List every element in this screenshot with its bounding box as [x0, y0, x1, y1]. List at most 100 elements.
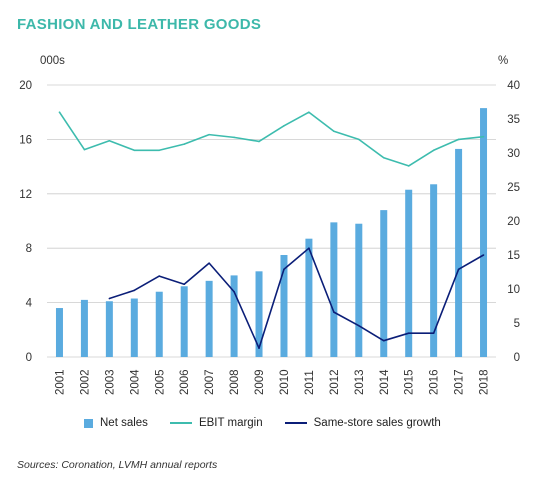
- point-same-store-sales-growth: [133, 289, 136, 292]
- bar-net-sales: [55, 308, 63, 357]
- point-ebit-margin: [133, 149, 136, 152]
- point-same-store-sales-growth: [208, 262, 210, 264]
- point-same-store-sales-growth: [482, 254, 485, 256]
- x-tick-label: 2002: [79, 369, 91, 395]
- line-same-store-sales-growth: [109, 247, 484, 349]
- legend-item-net-sales: Net sales: [84, 417, 148, 429]
- point-same-store-sales-growth: [108, 297, 111, 300]
- y-left-tick-label: 12: [19, 189, 32, 201]
- point-ebit-margin: [283, 125, 285, 127]
- y-right-tick-label: 15: [507, 250, 520, 262]
- y-right-tick-label: 40: [507, 80, 520, 92]
- x-tick-label: 2012: [329, 369, 341, 395]
- legend-swatch-net-sales: [84, 418, 93, 428]
- legend-item-ebit-margin: EBIT margin: [169, 417, 263, 429]
- point-ebit-margin: [308, 111, 310, 113]
- point-same-store-sales-growth: [258, 347, 260, 349]
- bar-net-sales: [280, 255, 288, 357]
- bar-net-sales: [305, 238, 313, 357]
- legend-label-ebit-margin: EBIT margin: [198, 417, 263, 429]
- point-same-store-sales-growth: [283, 268, 285, 271]
- x-tick-label: 2005: [154, 369, 166, 395]
- point-same-store-sales-growth: [432, 332, 435, 335]
- x-tick-label: 2007: [204, 369, 216, 395]
- bar-net-sales: [255, 271, 263, 357]
- legend-swatch-same-store-sales-growth: [284, 422, 307, 424]
- y-left-tick-label: 16: [19, 134, 32, 146]
- point-ebit-margin: [407, 165, 410, 167]
- point-ebit-margin: [382, 156, 385, 159]
- y-left-axis-label: 000s: [40, 55, 65, 67]
- point-same-store-sales-growth: [457, 268, 460, 271]
- y-right-tick-label: 25: [507, 182, 520, 194]
- line-ebit-margin: [58, 111, 484, 167]
- bar-net-sales: [455, 148, 463, 357]
- point-same-store-sales-growth: [382, 339, 385, 342]
- y-right-axis-label: %: [498, 55, 508, 67]
- bar-net-sales: [355, 223, 363, 357]
- bar-net-sales: [105, 301, 113, 357]
- point-ebit-margin: [358, 138, 360, 141]
- x-tick-label: 2009: [254, 369, 266, 395]
- point-same-store-sales-growth: [358, 324, 360, 327]
- point-ebit-margin: [208, 133, 210, 136]
- y-left-tick-label: 8: [26, 243, 32, 255]
- point-ebit-margin: [258, 140, 260, 143]
- bar-net-sales: [205, 280, 213, 357]
- point-same-store-sales-growth: [407, 332, 410, 335]
- y-right-tick-label: 30: [507, 148, 520, 160]
- y-right-tick-label: 0: [514, 352, 520, 364]
- point-ebit-margin: [158, 149, 161, 152]
- point-ebit-margin: [108, 139, 111, 142]
- point-ebit-margin: [457, 138, 460, 141]
- point-ebit-margin: [233, 136, 235, 139]
- bar-net-sales: [130, 298, 138, 357]
- x-tick-label: 2011: [304, 370, 316, 395]
- y-left-tick-label: 4: [26, 298, 33, 310]
- y-right-tick-label: 35: [507, 114, 520, 126]
- y-right-tick-label: 5: [514, 318, 520, 330]
- bar-net-sales: [230, 275, 238, 357]
- source-note: Sources: Coronation, LVMH annual reports: [17, 459, 218, 471]
- point-ebit-margin: [482, 135, 485, 138]
- x-tick-label: 2010: [279, 369, 291, 395]
- chart-title: FASHION AND LEATHER GOODS: [17, 16, 262, 33]
- point-ebit-margin: [432, 149, 435, 152]
- x-tick-label: 2014: [379, 369, 391, 395]
- point-ebit-margin: [333, 130, 335, 133]
- x-tick-label: 2018: [479, 369, 491, 395]
- point-same-store-sales-growth: [158, 275, 161, 277]
- x-tick-label: 2013: [354, 369, 366, 395]
- x-tick-label: 2003: [104, 369, 116, 395]
- point-ebit-margin: [83, 148, 86, 151]
- x-tick-label: 2017: [454, 369, 466, 395]
- bar-net-sales: [430, 184, 438, 357]
- x-tick-label: 2006: [179, 369, 191, 395]
- y-right-tick-label: 20: [507, 216, 520, 228]
- point-same-store-sales-growth: [233, 290, 235, 293]
- y-right-tick-label: 10: [507, 284, 520, 296]
- bar-net-sales: [155, 291, 163, 357]
- point-same-store-sales-growth: [333, 311, 335, 313]
- x-tick-label: 2008: [229, 369, 241, 395]
- bar-net-sales: [180, 286, 188, 357]
- legend-swatch-ebit-margin: [169, 422, 192, 424]
- bar-net-sales: [80, 299, 88, 357]
- y-left-tick-label: 20: [19, 80, 32, 92]
- x-tick-label: 2015: [404, 369, 416, 395]
- point-ebit-margin: [183, 143, 185, 145]
- point-same-store-sales-growth: [308, 247, 310, 249]
- legend-label-net-sales: Net sales: [100, 417, 148, 429]
- bar-net-sales: [330, 222, 338, 357]
- bar-net-sales: [480, 108, 488, 358]
- legend-item-same-store-sales-growth: Same-store sales growth: [284, 417, 441, 429]
- point-same-store-sales-growth: [183, 283, 185, 286]
- x-tick-label: 2001: [54, 369, 66, 395]
- legend: Net sales EBIT margin Same-store sales g…: [84, 417, 463, 429]
- point-ebit-margin: [58, 111, 61, 113]
- x-tick-label: 2004: [129, 369, 141, 395]
- y-left-tick-label: 0: [26, 352, 32, 364]
- legend-label-same-store-sales-growth: Same-store sales growth: [313, 417, 441, 429]
- bar-net-sales: [380, 210, 388, 357]
